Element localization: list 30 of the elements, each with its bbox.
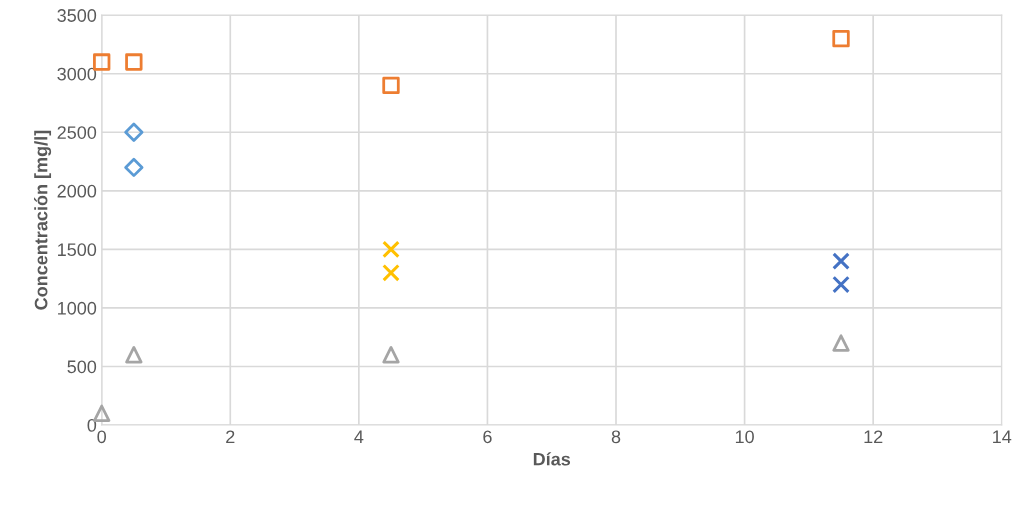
y-tick-label: 2000	[57, 184, 97, 198]
point	[832, 29, 850, 48]
x-tick-label: 0	[97, 430, 107, 444]
y-tick-label: 3000	[57, 67, 97, 81]
x-tick-label: 6	[483, 430, 492, 444]
x-tick-label: 4	[354, 430, 364, 443]
x-tick-label: 10	[735, 430, 754, 444]
y-tick-label: 3500	[57, 9, 97, 22]
point	[382, 346, 400, 364]
x-tick-label: 8	[611, 430, 621, 444]
x-tick-label: 2	[226, 430, 235, 443]
y-tick-label: 0	[87, 418, 97, 432]
point	[124, 122, 144, 142]
x-axis-title: Días	[533, 452, 571, 466]
point	[382, 76, 400, 95]
point	[832, 252, 850, 270]
x-tick-label: 12	[864, 430, 883, 443]
point	[382, 240, 400, 259]
point	[832, 275, 850, 294]
y-tick-label: 2500	[57, 126, 97, 139]
point	[125, 346, 143, 364]
point	[124, 157, 144, 178]
x-tick-label: 14	[993, 430, 1012, 443]
y-axis-title: Concentración [mg/l]	[34, 130, 52, 310]
point	[382, 263, 400, 282]
y-tick-label: 500	[67, 360, 97, 374]
point	[125, 53, 143, 71]
y-tick-label: 1500	[58, 243, 97, 257]
point	[832, 334, 850, 352]
y-tick-label: 1000	[58, 301, 97, 315]
